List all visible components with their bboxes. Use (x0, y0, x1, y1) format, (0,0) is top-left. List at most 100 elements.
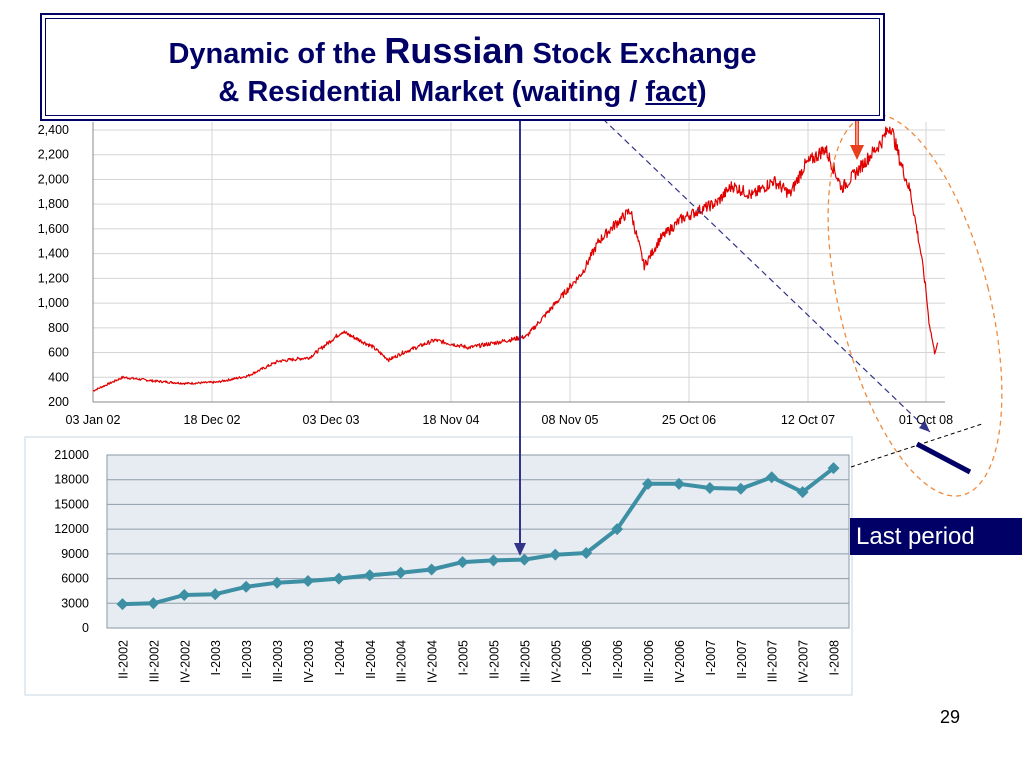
residential-data-point (549, 548, 562, 561)
residential-data-point (116, 598, 129, 611)
residential-x-tick-label: I-2008 (828, 640, 842, 675)
stock-x-tick-label: 03 Jan 02 (66, 413, 121, 427)
dashed-guide-arrowhead (919, 421, 930, 432)
residential-x-tick-label: III-2005 (518, 640, 532, 682)
residential-y-tick-label: 9000 (61, 547, 89, 561)
residential-y-tick-label: 0 (82, 621, 89, 635)
residential-data-point (178, 589, 191, 602)
dashed-guide-line (602, 118, 931, 433)
residential-x-tick-label: I-2004 (333, 640, 347, 675)
stock-y-tick-label: 1,800 (38, 197, 69, 211)
residential-x-tick-label: III-2004 (395, 640, 409, 682)
stock-index-line (92, 126, 939, 392)
residential-x-tick-label: III-2007 (766, 640, 780, 682)
residential-data-point (456, 556, 469, 569)
stock-y-tick-label: 2,200 (38, 148, 69, 162)
title-line2-part-c: ) (696, 76, 707, 108)
stock-x-tick-label: 08 Nov 05 (542, 413, 599, 427)
residential-data-point (642, 477, 655, 490)
title-line-1: Dynamic of the Russian Stock Exchange (42, 29, 883, 76)
residential-x-tick-label: I-2003 (209, 640, 223, 675)
residential-x-tick-label: IV-2003 (302, 640, 316, 683)
stock-y-tick-label: 200 (48, 395, 69, 409)
residential-x-tick-label: III-2002 (147, 640, 161, 682)
title-line1-emphasis: Russian (384, 30, 525, 71)
title-line-2: & Residential Market (waiting / fact) (42, 70, 883, 114)
residential-x-tick-label: II-2005 (488, 640, 502, 679)
vertical-guide-arrowhead (514, 543, 526, 556)
last-period-label: Last period (850, 518, 1022, 555)
stock-x-tick-label: 18 Nov 04 (423, 413, 480, 427)
residential-x-tick-label: II-2004 (364, 640, 378, 679)
residential-data-point (827, 462, 840, 475)
residential-x-tick-label: II-2007 (735, 640, 749, 679)
residential-x-tick-label: IV-2006 (673, 640, 687, 683)
title-line1-part-c: Stock Exchange (524, 38, 757, 70)
residential-market-series (116, 462, 840, 611)
residential-data-point (487, 554, 500, 567)
residential-chart-grid (107, 479, 849, 604)
stock-x-tick-label: 12 Oct 07 (781, 413, 835, 427)
last-period-marker-line (915, 441, 972, 475)
residential-x-tick-label: III-2006 (642, 640, 656, 682)
residential-y-tick-label: 6000 (61, 572, 89, 586)
stock-chart-x-tick-labels: 03 Jan 02 18 Dec 02 03 Dec 03 18 Nov 04 08 N… (66, 413, 954, 427)
stock-y-tick-label: 800 (48, 321, 69, 335)
title-box-inner-border (45, 18, 880, 116)
residential-x-tick-label: III-2003 (271, 640, 285, 682)
residential-data-point (271, 576, 284, 589)
residential-data-point (394, 566, 407, 579)
residential-chart-x-tick-labels: II-2002 III-2002 IV-2002 I-2003 II-2003 III-2… (117, 640, 842, 683)
residential-x-tick-label: IV-2004 (426, 640, 440, 683)
residential-x-tick-label: II-2002 (117, 640, 131, 679)
residential-x-tick-label: IV-2002 (178, 640, 192, 683)
residential-y-tick-label: 15000 (54, 497, 89, 511)
stock-y-tick-label: 2,400 (38, 123, 69, 137)
stock-y-tick-label: 1,200 (38, 271, 69, 285)
residential-data-point (147, 597, 160, 610)
residential-x-tick-label: II-2003 (240, 640, 254, 679)
residential-data-point (734, 482, 747, 495)
stock-x-tick-label: 18 Dec 02 (184, 413, 241, 427)
stock-index-chart: 2,400 2,200 2,000 1,800 1,600 1,400 1,200 1,000… (38, 122, 953, 427)
residential-x-tick-label: I-2005 (457, 640, 471, 675)
red-arrow-head (850, 145, 864, 160)
residential-data-point (796, 486, 809, 499)
residential-y-tick-label: 21000 (54, 448, 89, 462)
residential-x-tick-label: IV-2007 (797, 640, 811, 683)
stock-y-tick-label: 400 (48, 370, 69, 384)
stock-y-tick-label: 1,600 (38, 222, 69, 236)
residential-data-point (765, 471, 778, 484)
stock-x-tick-label: 01 Oct 08 (899, 413, 953, 427)
title-line2-underlined: fact (645, 76, 697, 108)
residential-data-point (209, 588, 222, 601)
residential-data-point (580, 547, 593, 560)
residential-data-point (425, 563, 438, 576)
residential-x-tick-label: II-2006 (611, 640, 625, 679)
stock-x-tick-label: 03 Dec 03 (303, 413, 360, 427)
slide-title: Dynamic of the Russian Stock Exchange & … (42, 29, 883, 114)
stock-y-tick-label: 600 (48, 346, 69, 360)
dashed-connector-line (850, 423, 983, 468)
residential-x-tick-label: IV-2005 (549, 640, 563, 683)
residential-x-tick-label: I-2006 (580, 640, 594, 675)
residential-y-tick-label: 18000 (54, 473, 89, 487)
stock-y-tick-label: 2,000 (38, 172, 69, 186)
stock-x-tick-label: 25 Oct 06 (662, 413, 716, 427)
stock-index-series (92, 126, 939, 392)
residential-chart-y-tick-labels: 21000 18000 15000 12000 9000 6000 3000 0 (54, 448, 89, 635)
title-line1-part-a: Dynamic of the (168, 38, 385, 70)
residential-data-point (703, 481, 716, 494)
residential-chart-plot-area (106, 454, 850, 629)
title-box: Dynamic of the Russian Stock Exchange & … (40, 13, 885, 121)
residential-y-tick-label: 3000 (61, 596, 89, 610)
stock-y-tick-label: 1,000 (38, 296, 69, 310)
stock-y-tick-label: 1,400 (38, 247, 69, 261)
residential-data-point (363, 569, 376, 582)
residential-y-tick-label: 12000 (54, 522, 89, 536)
residential-data-point (301, 575, 314, 588)
page-number: 29 (940, 707, 961, 727)
residential-market-chart: 21000 18000 15000 12000 9000 6000 3000 0 II-200… (24, 436, 853, 696)
title-line2-part-a: & Residential Market (waiting / (218, 76, 646, 108)
